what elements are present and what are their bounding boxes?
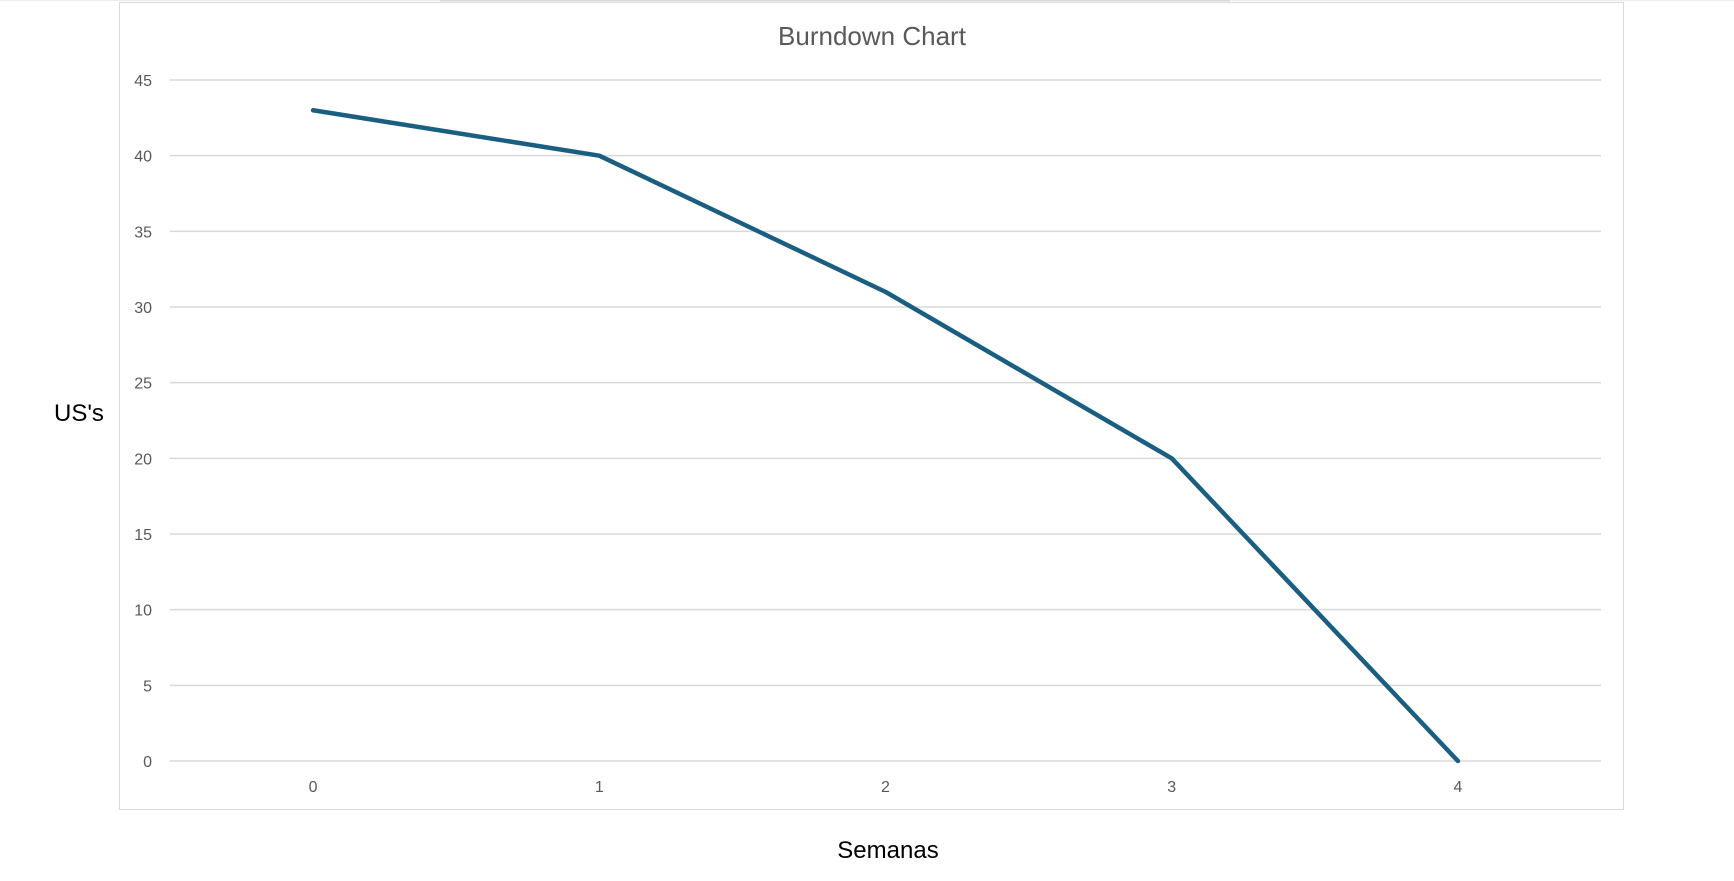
data-point[interactable] xyxy=(311,108,316,113)
gridlines xyxy=(170,79,1601,762)
x-tick-label: 3 xyxy=(1167,779,1176,796)
top-divider xyxy=(0,0,1734,1)
y-tick-label: 40 xyxy=(134,149,152,166)
y-tick-label: 15 xyxy=(134,527,152,544)
x-tick-label: 0 xyxy=(309,779,318,796)
data-point[interactable] xyxy=(1169,456,1174,461)
x-axis-label: Semanas xyxy=(837,837,938,864)
x-axis-ticks: 0 1 2 3 4 xyxy=(309,779,1463,796)
y-tick-label: 25 xyxy=(134,376,152,393)
y-tick-label: 5 xyxy=(143,678,152,695)
y-tick-label: 35 xyxy=(134,224,152,241)
y-tick-label: 20 xyxy=(134,451,152,468)
data-point[interactable] xyxy=(597,153,602,158)
chart-title: Burndown Chart xyxy=(778,21,967,51)
y-tick-label: 10 xyxy=(134,603,152,620)
y-axis-label: US's xyxy=(54,400,104,427)
x-tick-label: 1 xyxy=(595,779,604,796)
y-tick-label: 0 xyxy=(143,754,152,771)
data-point[interactable] xyxy=(883,289,888,294)
y-tick-label: 30 xyxy=(134,300,152,317)
data-point[interactable] xyxy=(1455,759,1460,763)
y-axis-ticks: 0 5 10 15 20 25 30 35 40 45 xyxy=(134,73,152,771)
x-tick-label: 4 xyxy=(1453,779,1462,796)
y-tick-label: 45 xyxy=(134,73,152,90)
series[interactable] xyxy=(310,108,1461,764)
x-tick-label: 2 xyxy=(881,779,890,796)
series-line[interactable] xyxy=(310,108,1461,764)
chart-area[interactable] xyxy=(119,2,1624,810)
